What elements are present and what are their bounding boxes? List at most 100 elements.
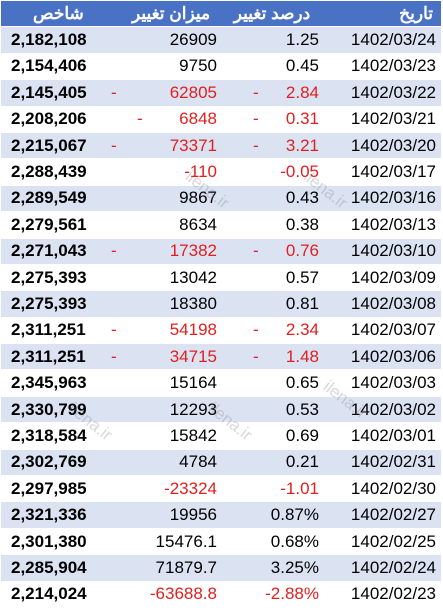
negative-marker: - — [111, 82, 117, 102]
negative-marker: - — [137, 109, 143, 129]
index-value: 2,301,380 — [11, 531, 87, 551]
date-value: 1402/02/31 — [350, 452, 436, 472]
index-value: 2,318,584 — [11, 425, 87, 445]
change-value: 34715 — [169, 346, 217, 366]
index-value: 2,145,405 — [11, 82, 87, 102]
change-value: 18380 — [169, 293, 217, 313]
change-value: -63688.8 — [149, 584, 217, 604]
date-value: 1402/03/10 — [350, 241, 436, 261]
percent-value: 1.25 — [285, 30, 319, 50]
negative-marker: - — [111, 320, 117, 340]
percent-value: 0.87% — [270, 505, 319, 525]
table-row: 2,311,251 34715 1.48 1402/03/06 - - — [1, 344, 441, 371]
table-body: 2,182,108 26909 1.25 1402/03/24 2,154,406 975… — [1, 27, 441, 608]
date-value: 1402/03/08 — [350, 293, 436, 313]
index-value: 2,311,251 — [11, 346, 86, 366]
date-value: 1402/03/03 — [350, 373, 436, 393]
change-value: 62805 — [169, 82, 217, 102]
date-value: 1402/03/01 — [350, 425, 436, 445]
change-value: 71879.7 — [155, 557, 217, 577]
change-value: 9750 — [179, 56, 217, 76]
change-value: 15842 — [169, 425, 217, 445]
index-value: 2,297,985 — [11, 478, 87, 498]
index-value: 2,302,769 — [11, 452, 87, 472]
table-row: 2,311,251 54198 2.34 1402/03/07 - - — [1, 317, 441, 345]
table-row: 2,289,549 9867 0.43 1402/03/16 — [1, 185, 441, 213]
header-index: شاخص — [33, 3, 84, 23]
negative-marker: - — [253, 241, 259, 261]
date-value: 1402/03/09 — [350, 267, 436, 287]
date-value: 1402/03/06 — [350, 346, 436, 366]
negative-marker: - — [253, 135, 259, 155]
table-row: 2,297,985 -23324 -1.01 1402/02/30 — [1, 476, 441, 503]
negative-marker: - — [253, 82, 259, 102]
percent-value: 0.45 — [285, 56, 319, 76]
index-value: 2,330,799 — [11, 399, 87, 419]
change-value: 26909 — [169, 30, 217, 50]
negative-marker: - — [253, 346, 259, 366]
table-row: 2,182,108 26909 1.25 1402/03/24 — [1, 27, 441, 54]
table-header-row: شاخص میزان تغییر درصد تغییر تاریخ — [1, 1, 441, 28]
negative-marker: - — [111, 241, 117, 261]
table-row: 2,321,336 19956 0.87% 1402/02/27 — [1, 502, 441, 529]
percent-value: 0.81 — [285, 293, 319, 313]
negative-marker: - — [111, 346, 117, 366]
percent-value: 0.69 — [285, 425, 319, 445]
table-row: 2,271,043 17382 0.76 1402/03/10 - - — [1, 238, 441, 265]
change-value: 15476.1 — [155, 531, 217, 551]
index-value: 2,279,561 — [11, 214, 87, 234]
index-value: 2,215,067 — [11, 135, 87, 155]
percent-value: 2.34 — [285, 320, 319, 340]
table-row: 2,330,799 12293 0.53 1402/03/02 — [1, 396, 441, 424]
negative-marker: - — [253, 109, 259, 129]
date-value: 1402/03/07 — [350, 320, 436, 340]
index-value: 2,285,904 — [11, 557, 87, 577]
index-value: 2,214,024 — [11, 584, 87, 604]
change-value: 9867 — [179, 188, 217, 208]
index-value: 2,311,251 — [11, 320, 86, 340]
percent-value: 2.84 — [285, 82, 319, 102]
change-value: 4784 — [179, 452, 217, 472]
table-row: 2,279,561 8634 0.38 1402/03/13 — [1, 212, 441, 239]
table-row: 2,318,584 15842 0.69 1402/03/01 — [1, 423, 441, 450]
change-value: -110 — [184, 162, 217, 182]
index-value: 2,208,206 — [11, 109, 87, 129]
date-value: 1402/03/16 — [350, 188, 436, 208]
date-value: 1402/03/02 — [350, 399, 436, 419]
index-value: 2,271,043 — [11, 241, 87, 261]
percent-value: 0.43 — [285, 188, 319, 208]
percent-value: 3.21 — [285, 135, 319, 155]
table-row: 2,145,405 62805 2.84 1402/03/22 - - — [1, 80, 441, 107]
percent-value: 0.38 — [285, 214, 319, 234]
date-value: 1402/03/13 — [350, 214, 436, 234]
change-value: 54198 — [169, 320, 217, 340]
negative-marker: - — [111, 135, 117, 155]
table-row: 2,275,393 18380 0.81 1402/03/08 — [1, 291, 441, 318]
percent-value: 1.48 — [285, 346, 319, 366]
table-row: 2,345,963 15164 0.65 1402/03/03 — [1, 370, 441, 397]
change-value: 19956 — [169, 505, 217, 525]
date-value: 1402/03/17 — [350, 162, 436, 182]
table-row: 2,208,206 6848 0.31 1402/03/21 - - — [1, 106, 441, 133]
date-value: 1402/03/21 — [350, 109, 436, 129]
date-value: 1402/02/23 — [350, 584, 436, 604]
change-value: 12293 — [169, 399, 217, 419]
date-value: 1402/03/20 — [350, 135, 436, 155]
table-row: 2,288,439 -110 -0.05 1402/03/17 — [1, 159, 441, 186]
change-value: 17382 — [169, 241, 217, 261]
header-percent: درصد تغییر — [233, 3, 311, 23]
table-row: 2,215,067 73371 3.21 1402/03/20 - - — [1, 132, 441, 160]
table-row: 2,302,769 4784 0.21 1402/02/31 — [1, 449, 441, 477]
percent-value: 0.76 — [285, 241, 319, 261]
percent-value: 3.25% — [270, 557, 319, 577]
change-value: 6848 — [179, 109, 217, 129]
negative-marker: - — [253, 320, 259, 340]
index-value: 2,154,406 — [11, 56, 87, 76]
index-value: 2,275,393 — [11, 267, 87, 287]
index-history-table: شاخص میزان تغییر درصد تغییر تاریخ 2,182,… — [1, 1, 441, 608]
percent-value: 0.57 — [285, 267, 319, 287]
date-value: 1402/02/24 — [350, 557, 436, 577]
date-value: 1402/02/30 — [350, 478, 436, 498]
change-value: 15164 — [169, 373, 217, 393]
index-value: 2,182,108 — [11, 30, 87, 50]
